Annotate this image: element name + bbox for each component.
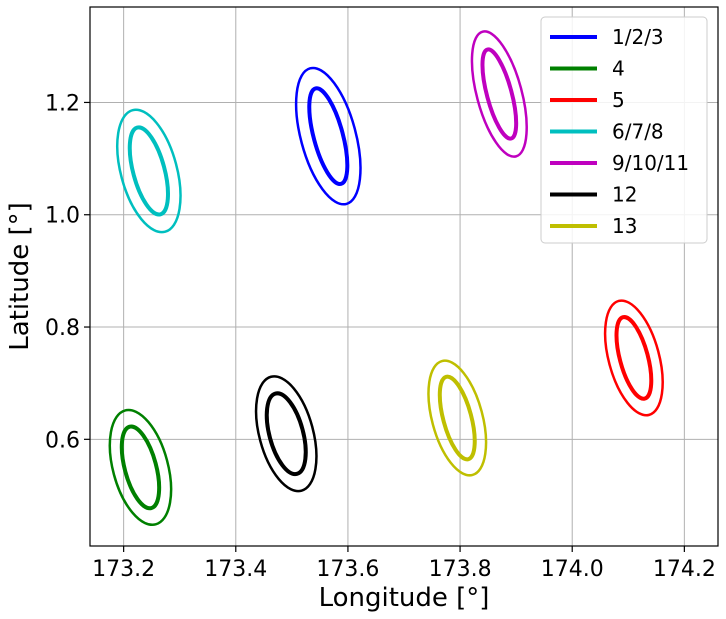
plot-area xyxy=(108,30,664,527)
axis-ticks: 173.2 173.4 173.6 173.8 174.0 174.2 0.6 0.8 1.0 1… xyxy=(45,91,716,582)
inner-ellipse xyxy=(127,125,170,217)
legend-label: 1/2/3 xyxy=(612,25,664,49)
outer-ellipse xyxy=(294,66,362,206)
legend-label: 13 xyxy=(612,214,637,238)
outer-ellipse xyxy=(427,359,488,477)
legend-box xyxy=(540,16,708,244)
inner-ellipse xyxy=(437,374,477,462)
inner-ellipse xyxy=(307,86,350,187)
x-tick-label: 173.4 xyxy=(204,557,267,582)
legend-label: 4 xyxy=(612,57,625,81)
inner-ellipse xyxy=(480,47,519,141)
x-axis-label: Longitude [°] xyxy=(319,583,490,613)
legend-label: 6/7/8 xyxy=(612,120,664,144)
y-axis-label: Latitude [°] xyxy=(5,202,35,351)
x-tick-label: 174.2 xyxy=(653,557,716,582)
y-tick-label: 1.0 xyxy=(45,204,80,229)
inner-ellipse xyxy=(264,391,308,477)
axes-frame xyxy=(89,6,719,547)
legend-label: 5 xyxy=(612,88,625,112)
outer-ellipse xyxy=(470,30,528,158)
y-tick-label: 0.6 xyxy=(45,428,80,453)
legend-label: 9/10/11 xyxy=(612,151,689,175)
y-tick-label: 1.2 xyxy=(45,91,80,116)
legend-label: 12 xyxy=(612,183,637,207)
x-tick-label: 173.8 xyxy=(429,557,492,582)
inner-ellipse xyxy=(119,424,162,511)
x-tick-label: 173.6 xyxy=(316,557,379,582)
outer-ellipse xyxy=(116,108,182,234)
y-tick-label: 0.8 xyxy=(45,316,80,341)
x-tick-label: 173.2 xyxy=(92,557,155,582)
outer-ellipse xyxy=(108,408,173,527)
inner-ellipse xyxy=(614,315,654,401)
outer-ellipse xyxy=(254,375,318,493)
outer-ellipse xyxy=(603,299,664,417)
legend: 1/2/3 4 5 6/7/8 9/10/11 12 13 xyxy=(540,16,708,244)
x-tick-label: 174.0 xyxy=(541,557,604,582)
